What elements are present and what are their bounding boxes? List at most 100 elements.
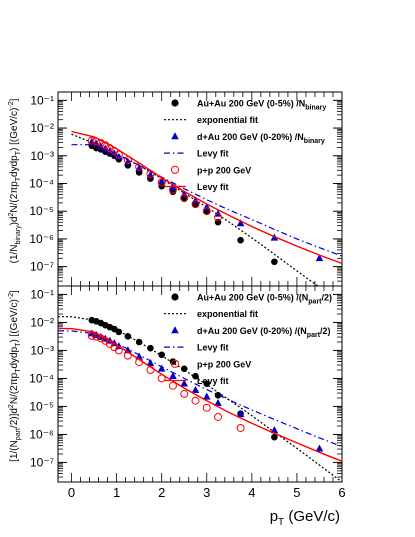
legend-label: Au+Au 200 GeV (0-5%) /(Npart/2) (197, 293, 332, 306)
data-point (191, 396, 200, 405)
legend-label: Levy fit (197, 149, 229, 159)
y-tick-label: 10⁻³ (30, 343, 54, 357)
y-axis-label-part: /2)]d (9, 408, 20, 428)
legend-label: d+Au 200 GeV (0-20%) /Nbinary (197, 132, 325, 145)
top-panel: 10⁻⁷ 10⁻⁶ 10⁻⁵ 10⁻⁴ 10⁻³ 10⁻² 10⁻¹ (1/Nbinary)d… (8, 91, 343, 287)
x-tick-label: 0 (68, 485, 75, 500)
data-point (180, 190, 189, 198)
y-axis-label-part: ] (9, 98, 20, 101)
data-point (236, 423, 245, 432)
legend-marker (170, 359, 180, 368)
legend-marker (170, 165, 180, 174)
data-point (157, 178, 166, 187)
y-tick-label: 10⁻⁴ (29, 176, 54, 190)
data-point (147, 344, 154, 352)
data-point (315, 444, 324, 452)
data-point (214, 209, 222, 217)
data-point (191, 200, 200, 209)
y-axis-label-part: 2 (8, 212, 15, 216)
fit-curve (71, 144, 342, 257)
x-tick-label: 2 (158, 485, 165, 500)
data-point (168, 381, 177, 390)
y-tick-label: 10⁻¹ (30, 287, 54, 301)
data-point (191, 385, 200, 393)
data-point (157, 364, 166, 372)
y-tick-label: 10⁻² (30, 121, 54, 135)
y-axis-label-part: N/(2πp (9, 181, 20, 213)
legend-label: Levy fit (197, 182, 229, 192)
data-point (315, 254, 324, 262)
x-tick-label: 6 (338, 485, 345, 500)
legend-marker (171, 99, 179, 107)
y-axis-label-part: -2 (8, 101, 15, 107)
legend-label: Levy fit (197, 343, 229, 353)
data-point (214, 412, 223, 421)
bottom-panel: 10⁻⁷ 10⁻⁶ 10⁻⁵ 10⁻⁴ 10⁻³ 10⁻² 10⁻¹ [1/(Npart/2)… (8, 285, 346, 500)
data-point (180, 379, 189, 387)
y-axis-label-part: [1/(N (9, 440, 20, 462)
data-point (180, 389, 189, 398)
legend-label: exponential fit (197, 309, 258, 319)
y-tick-label: 10⁻¹ (30, 93, 54, 107)
data-point (87, 136, 96, 145)
y-tick-label: 10⁻⁷ (30, 455, 54, 469)
data-point (214, 213, 223, 222)
data-point (88, 137, 96, 145)
y-tick-label: 10⁻⁶ (29, 427, 54, 441)
y-axis-label-part: binary (15, 225, 22, 245)
y-axis-label-part: ] (9, 290, 20, 293)
data-point (237, 236, 244, 244)
data-point (135, 338, 143, 346)
fit-curve (58, 327, 342, 462)
data-point (214, 391, 222, 399)
data-point (236, 410, 245, 418)
y-tick-label: 10⁻⁵ (29, 399, 54, 413)
data-point (191, 196, 200, 204)
legend-label: Levy fit (197, 376, 229, 386)
plot-frame (57, 285, 343, 483)
y-axis-label: [1/(Npart/2)]d2N/(2πpTdydpT) [(GeV/c)-2] (8, 290, 22, 462)
y-tick-label: 10⁻⁶ (29, 232, 54, 246)
data-point (180, 193, 189, 202)
x-tick-label: 3 (203, 485, 210, 500)
y-axis-label-part: T (15, 368, 22, 373)
legend-marker (171, 132, 179, 140)
data-point (169, 372, 177, 380)
y-tick-label: 10⁻⁵ (29, 204, 54, 218)
y-tick-label: 10⁻⁷ (30, 260, 54, 274)
data-point (236, 219, 245, 227)
data-point (271, 258, 278, 266)
y-axis-label-part: T (15, 342, 22, 347)
y-axis-label-part: ) [(GeV/c) (9, 108, 20, 151)
y-tick-label: 10⁻³ (30, 149, 54, 163)
data-point (270, 426, 279, 434)
y-axis-label-part: dydp (9, 346, 20, 368)
x-tick-label: 5 (293, 485, 300, 500)
fit-curve (58, 330, 342, 448)
data-point (146, 170, 155, 178)
y-tick-label: 10⁻⁴ (29, 371, 54, 385)
data-point (202, 392, 211, 400)
y-tick-label: 10⁻² (30, 315, 54, 329)
x-tick-label: 4 (248, 485, 255, 500)
y-axis-label: (1/Nbinary)d2N/(2πpTdydpT) [(GeV/c)-2] (8, 98, 22, 263)
legend-label: p+p 200 GeV (197, 359, 251, 369)
legend-label: Au+Au 200 GeV (0-5%) /Nbinary (197, 99, 326, 112)
y-axis-label-part: ) [(GeV/c) (9, 299, 20, 342)
legend-label: p+p 200 GeV (197, 165, 251, 175)
y-axis-label-part: dydp (9, 155, 20, 177)
x-axis-label: pT (GeV/c) (270, 508, 340, 528)
data-point (214, 399, 222, 407)
data-point (192, 372, 199, 380)
fit-curve (71, 130, 342, 265)
y-axis-label-part: -2 (8, 293, 15, 299)
legend-marker (171, 293, 179, 301)
y-axis-label-part: 2 (8, 404, 15, 408)
data-point (271, 433, 278, 441)
data-point (202, 207, 211, 216)
y-axis-label-part: T (15, 176, 22, 181)
y-axis-label-part: (1/N (9, 244, 20, 263)
legend-marker (171, 326, 179, 334)
data-point (157, 177, 166, 185)
